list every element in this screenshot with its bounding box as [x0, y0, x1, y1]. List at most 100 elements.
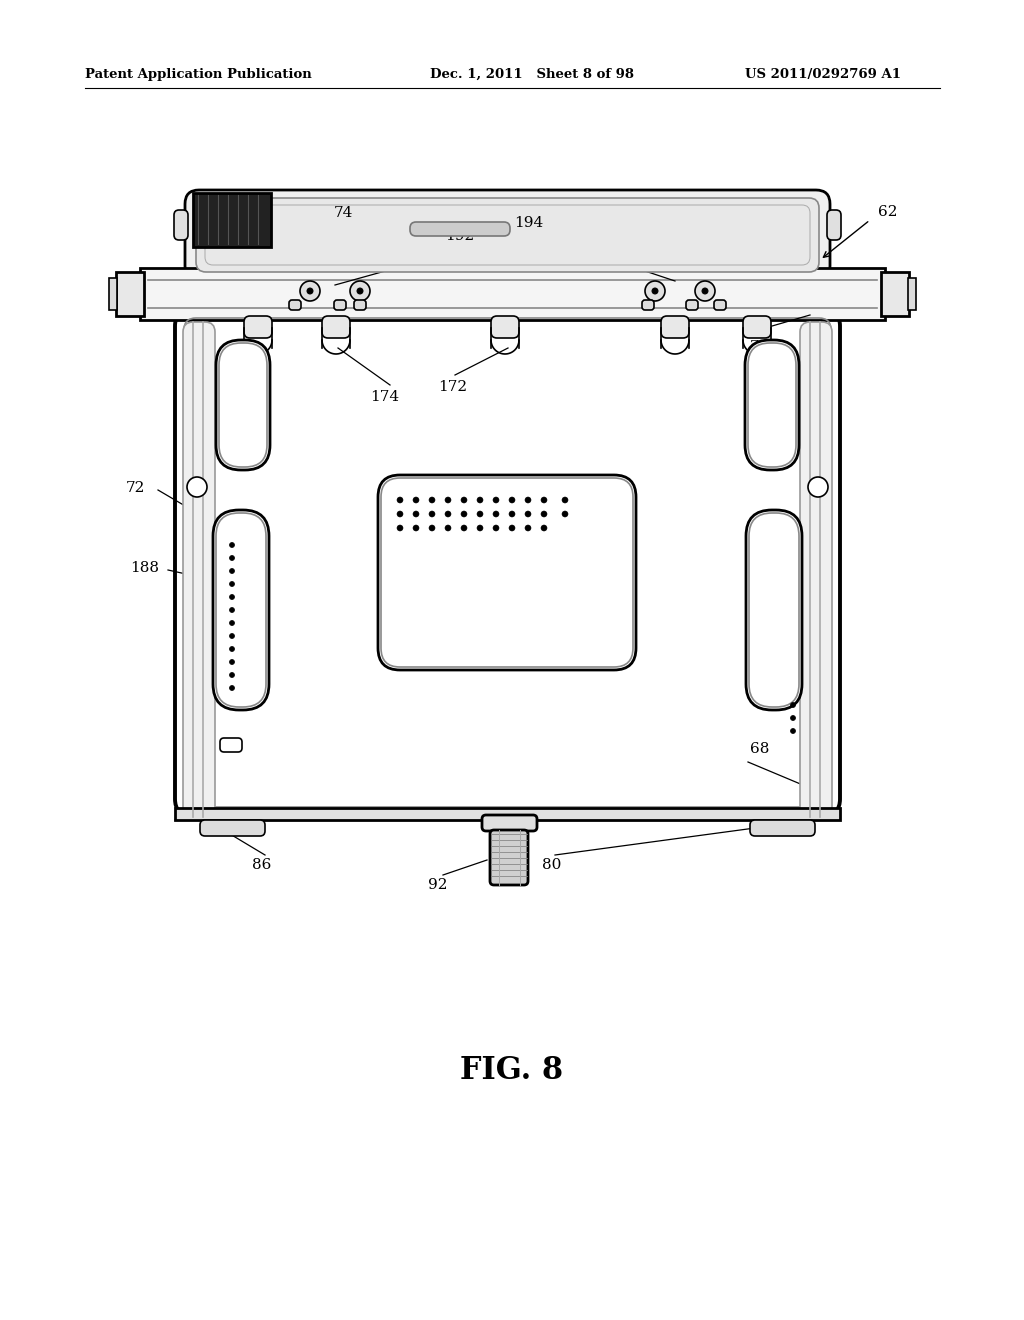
- Circle shape: [397, 511, 403, 517]
- Text: Patent Application Publication: Patent Application Publication: [85, 69, 311, 81]
- Bar: [193, 193, 271, 247]
- Circle shape: [509, 498, 515, 503]
- Circle shape: [307, 288, 313, 294]
- Circle shape: [229, 634, 234, 639]
- FancyBboxPatch shape: [746, 510, 802, 710]
- Text: US 2011/0292769 A1: US 2011/0292769 A1: [745, 69, 901, 81]
- FancyBboxPatch shape: [334, 300, 346, 310]
- Text: 194: 194: [514, 216, 544, 230]
- Circle shape: [229, 607, 234, 612]
- FancyBboxPatch shape: [745, 341, 799, 470]
- Circle shape: [525, 511, 531, 517]
- Text: 84: 84: [770, 525, 790, 540]
- FancyBboxPatch shape: [220, 738, 242, 752]
- Circle shape: [493, 498, 499, 503]
- Text: 174: 174: [371, 389, 399, 404]
- Text: 172: 172: [438, 380, 468, 393]
- Circle shape: [413, 498, 419, 503]
- FancyBboxPatch shape: [662, 315, 689, 338]
- Text: Dec. 1, 2011   Sheet 8 of 98: Dec. 1, 2011 Sheet 8 of 98: [430, 69, 634, 81]
- Circle shape: [477, 511, 483, 517]
- FancyBboxPatch shape: [185, 190, 830, 280]
- FancyBboxPatch shape: [482, 814, 537, 832]
- Bar: [109, 279, 117, 310]
- FancyBboxPatch shape: [743, 315, 771, 338]
- Circle shape: [229, 660, 234, 664]
- Circle shape: [229, 543, 234, 548]
- FancyBboxPatch shape: [175, 310, 840, 814]
- Text: 72: 72: [125, 480, 144, 495]
- FancyBboxPatch shape: [196, 198, 819, 272]
- Text: 70: 70: [750, 341, 769, 354]
- Circle shape: [702, 288, 708, 294]
- Circle shape: [429, 525, 435, 531]
- Circle shape: [562, 511, 568, 517]
- Circle shape: [429, 511, 435, 517]
- FancyBboxPatch shape: [289, 300, 301, 310]
- Circle shape: [791, 715, 796, 721]
- FancyBboxPatch shape: [800, 322, 831, 817]
- FancyBboxPatch shape: [410, 222, 510, 236]
- Bar: [908, 279, 916, 310]
- FancyBboxPatch shape: [354, 300, 366, 310]
- Circle shape: [229, 672, 234, 677]
- Bar: [881, 272, 909, 315]
- Circle shape: [413, 511, 419, 517]
- Circle shape: [541, 498, 547, 503]
- Circle shape: [445, 498, 451, 503]
- Circle shape: [461, 511, 467, 517]
- Circle shape: [445, 525, 451, 531]
- Circle shape: [541, 511, 547, 517]
- Bar: [175, 808, 840, 820]
- Circle shape: [229, 647, 234, 652]
- Circle shape: [808, 477, 828, 498]
- Circle shape: [461, 498, 467, 503]
- FancyBboxPatch shape: [686, 300, 698, 310]
- Text: FIG. 8: FIG. 8: [461, 1055, 563, 1086]
- FancyBboxPatch shape: [490, 830, 528, 884]
- Circle shape: [509, 525, 515, 531]
- Text: 192: 192: [445, 228, 475, 243]
- Circle shape: [645, 281, 665, 301]
- Text: 92: 92: [428, 878, 447, 892]
- FancyBboxPatch shape: [714, 300, 726, 310]
- Circle shape: [509, 511, 515, 517]
- FancyBboxPatch shape: [216, 341, 270, 470]
- Circle shape: [357, 288, 362, 294]
- Circle shape: [350, 281, 370, 301]
- FancyBboxPatch shape: [244, 315, 272, 338]
- Circle shape: [397, 498, 403, 503]
- FancyBboxPatch shape: [322, 315, 350, 338]
- FancyBboxPatch shape: [183, 322, 215, 817]
- FancyBboxPatch shape: [213, 510, 269, 710]
- Circle shape: [477, 525, 483, 531]
- Circle shape: [525, 498, 531, 503]
- Circle shape: [229, 582, 234, 586]
- Circle shape: [229, 685, 234, 690]
- Circle shape: [187, 477, 207, 498]
- Circle shape: [541, 525, 547, 531]
- Circle shape: [229, 594, 234, 599]
- FancyBboxPatch shape: [378, 475, 636, 671]
- Circle shape: [652, 288, 658, 294]
- Circle shape: [525, 525, 531, 531]
- Bar: [140, 268, 885, 319]
- Circle shape: [397, 525, 403, 531]
- Circle shape: [695, 281, 715, 301]
- Circle shape: [429, 498, 435, 503]
- Circle shape: [413, 525, 419, 531]
- FancyBboxPatch shape: [750, 820, 815, 836]
- Circle shape: [445, 511, 451, 517]
- Circle shape: [229, 569, 234, 573]
- Text: 188: 188: [130, 561, 160, 576]
- Text: 86: 86: [252, 858, 271, 873]
- Circle shape: [477, 498, 483, 503]
- FancyBboxPatch shape: [827, 210, 841, 240]
- FancyBboxPatch shape: [200, 820, 265, 836]
- FancyBboxPatch shape: [642, 300, 654, 310]
- Text: 62: 62: [878, 205, 897, 219]
- Circle shape: [461, 525, 467, 531]
- FancyBboxPatch shape: [174, 210, 188, 240]
- Circle shape: [229, 620, 234, 626]
- Text: 80: 80: [543, 858, 562, 873]
